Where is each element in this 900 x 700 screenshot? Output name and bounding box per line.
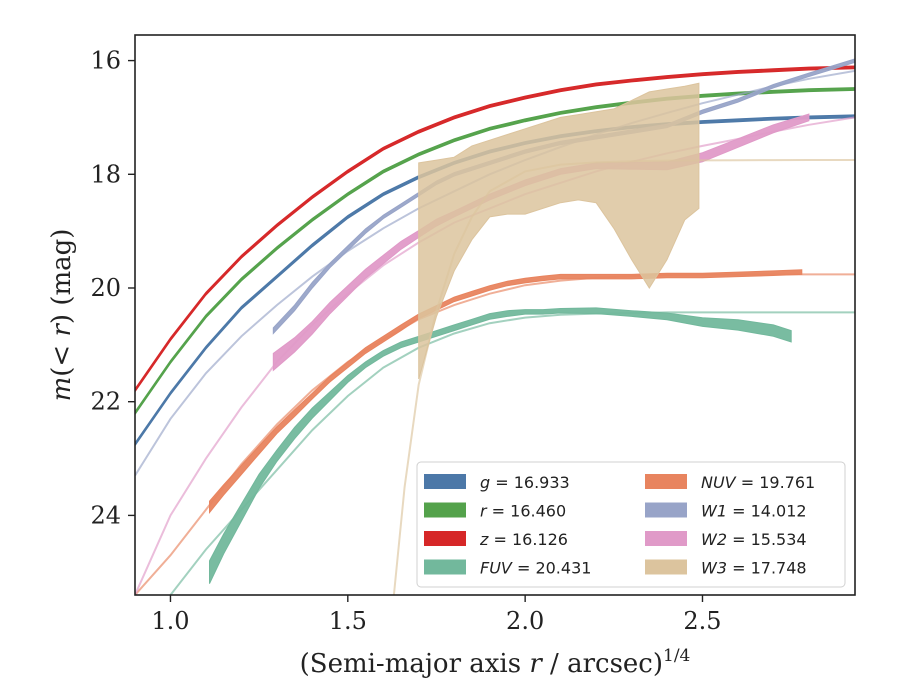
legend-swatch [645, 474, 687, 489]
band-w2 [272, 113, 810, 372]
legend-swatch [645, 502, 687, 518]
y-axis-label: m(< r) (mag) [47, 229, 77, 402]
legend-label: z = 16.126 [479, 530, 568, 549]
band-fuv [209, 307, 792, 584]
series-w3 [392, 82, 855, 595]
legend-frame [416, 461, 846, 588]
series-nuv [135, 269, 855, 595]
legend-swatch [645, 531, 687, 546]
legend-swatch [424, 474, 466, 489]
ticks-layer: 1.0 1.5 2.0 2.5 16 18 20 22 24 [90, 47, 721, 635]
legend-label: W2 = 15.534 [701, 530, 807, 549]
legend-swatch [645, 559, 687, 575]
legend-item-w1: W1 = 14.012 [645, 502, 807, 521]
y-tick-label: 18 [90, 160, 121, 188]
band-z [135, 65, 855, 393]
x-tick-label: 1.0 [151, 607, 189, 635]
legend-item-g: g = 16.933 [424, 473, 570, 492]
legend-label: FUV = 20.431 [480, 559, 591, 578]
series-r [135, 87, 855, 416]
legend-item-w2: W2 = 15.534 [645, 530, 807, 549]
legend-label: r = 16.460 [480, 502, 566, 521]
x-tick-label: 1.5 [329, 607, 367, 635]
band-nuv [209, 269, 803, 515]
model-line-z [135, 66, 855, 391]
legend-label: W3 = 17.748 [701, 559, 807, 578]
x-axis-label: (Semi-major axis r / arcsec)1/4 [300, 646, 691, 679]
y-tick-label: 16 [90, 47, 121, 75]
series-z [135, 65, 855, 393]
band-r [135, 87, 855, 416]
x-tick-label: 2.5 [683, 607, 721, 635]
legend-item-z: z = 16.126 [424, 530, 568, 549]
legend-item-w3: W3 = 17.748 [645, 559, 807, 578]
legend-swatch [424, 531, 466, 546]
series-fuv [169, 307, 855, 595]
x-tick-label: 2.0 [506, 607, 544, 635]
legend-items: g = 16.933 r = 16.460 z = 16.126 FUV = 20.4… [424, 473, 815, 578]
legend-label: g = 16.933 [480, 473, 570, 492]
band-w3 [418, 82, 700, 380]
y-tick-label: 20 [90, 274, 121, 302]
legend-item-fuv: FUV = 20.431 [424, 559, 591, 578]
model-line-fuv [169, 311, 855, 595]
legend: g = 16.933 r = 16.460 z = 16.126 FUV = 20.4… [416, 461, 846, 588]
legend-label: NUV = 19.761 [701, 473, 815, 492]
legend-item-nuv: NUV = 19.761 [645, 473, 815, 492]
legend-swatch [424, 559, 466, 575]
legend-swatch [424, 502, 466, 518]
plot-frame [134, 34, 856, 596]
band-w1 [272, 58, 855, 335]
series-layer [135, 58, 855, 595]
legend-label: W1 = 14.012 [701, 502, 807, 521]
legend-item-r: r = 16.460 [424, 502, 566, 521]
band-g [135, 114, 855, 447]
y-tick-label: 22 [90, 388, 121, 416]
y-tick-label: 24 [90, 501, 121, 529]
